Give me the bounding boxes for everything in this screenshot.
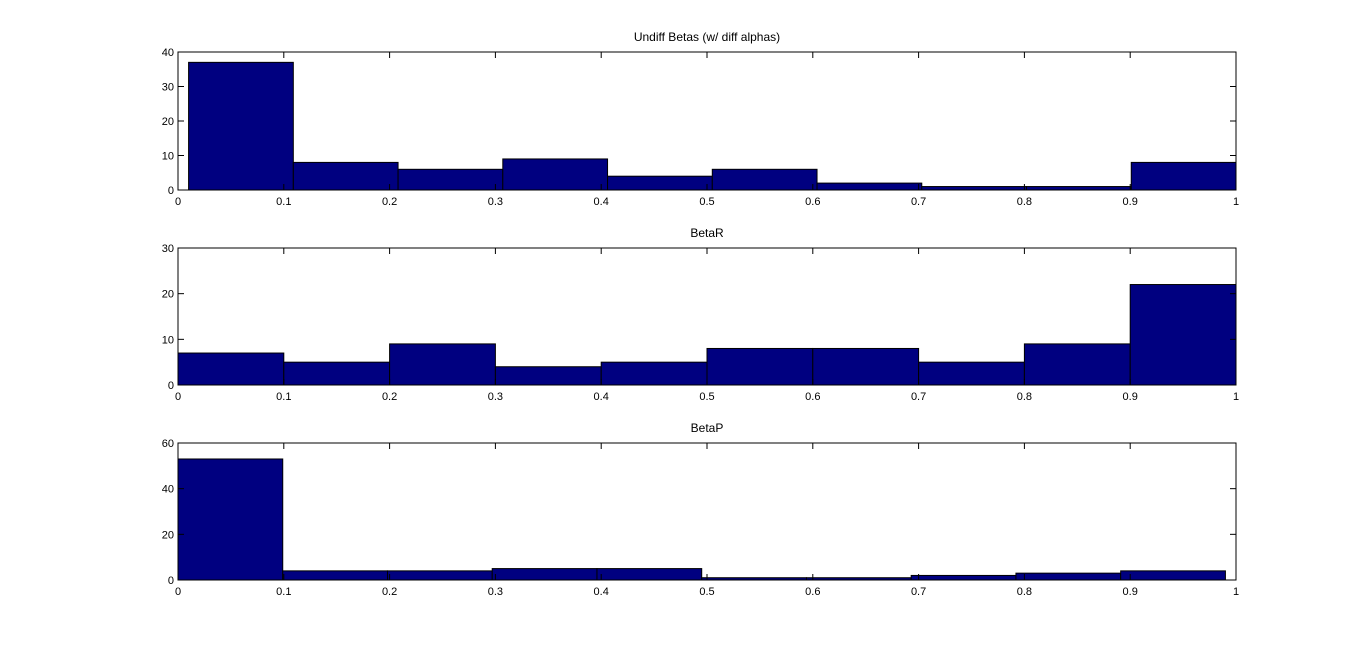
x-tick-label: 0.3 [488,586,503,598]
x-tick-label: 0.5 [699,391,714,403]
y-tick-label: 40 [162,47,174,59]
x-tick-label: 0.3 [488,391,503,403]
histogram-bar-3 [389,343,496,386]
x-tick-label: 0.3 [488,196,503,208]
subplot-betar: BetaR 0 0.1 0.2 0.3 0.4 0.5 0.6 0.7 0.8 0.9 1 0 10 2… [162,226,1239,403]
histogram-bar-3 [386,570,493,581]
histogram-bar-9 [1015,572,1122,581]
x-tick-label: 0.4 [594,391,609,403]
y-tick-label: 10 [162,151,174,163]
x-tick-label: 0.9 [1123,586,1138,598]
y-tick-label: 20 [162,289,174,301]
x-tick-label: 0.5 [699,586,714,598]
x-tick-label: 0.9 [1123,391,1138,403]
x-tick-label: 0 [175,586,181,598]
histogram-bar-7 [812,347,920,386]
x-tick-label: 0.5 [699,196,714,208]
x-tick-label: 0.6 [805,586,820,598]
x-tick-labels: 0 0.1 0.2 0.3 0.4 0.5 0.6 0.7 0.8 0.9 1 [175,196,1239,208]
x-tick-label: 0.6 [805,196,820,208]
x-tick-label: 0.4 [594,196,609,208]
y-tick-label: 20 [162,529,174,541]
x-tick-labels: 0 0.1 0.2 0.3 0.4 0.5 0.6 0.7 0.8 0.9 1 [175,391,1239,403]
bars-group [177,284,1237,386]
histogram-bar-5 [600,361,708,386]
histogram-bar-1 [177,458,284,581]
y-tick-labels: 0 10 20 30 [162,243,174,392]
bars-group [188,61,1237,191]
y-tick-labels: 0 10 20 30 40 [162,47,174,197]
histogram-bar-8 [910,574,1017,581]
y-tick-labels: 0 20 40 60 [162,438,174,587]
x-tick-label: 0.2 [382,586,397,598]
histogram-bar-2 [283,361,391,386]
y-tick-label: 0 [168,575,174,587]
histogram-bar-4 [502,158,609,191]
histogram-bar-4 [494,366,602,386]
x-tick-label: 0.8 [1017,391,1032,403]
bars-group [177,458,1226,581]
y-tick-label: 60 [162,438,174,450]
histogram-bar-5 [596,568,703,581]
x-tick-label: 0.1 [276,196,291,208]
x-tick-label: 1 [1233,196,1239,208]
subplot-title: BetaR [690,226,724,240]
x-tick-labels: 0 0.1 0.2 0.3 0.4 0.5 0.6 0.7 0.8 0.9 1 [175,586,1239,598]
histogram-bar-4 [491,568,598,581]
x-tick-label: 1 [1233,391,1239,403]
x-tick-label: 0.2 [382,391,397,403]
histogram-bar-9 [1023,343,1131,386]
histogram-bar-7 [816,182,923,191]
x-tick-label: 0.1 [276,391,291,403]
axes-frame [177,51,1237,191]
y-tick-label: 10 [162,334,174,346]
x-tick-label: 0 [175,391,181,403]
y-tick-label: 20 [162,116,174,128]
subplot-undiff-betas: Undiff Betas (w/ diff alphas) 0 0.1 0.2 0.3… [162,30,1239,208]
y-tick-label: 0 [168,185,174,197]
histogram-bar-1 [188,61,294,191]
histogram-bar-10 [1130,161,1237,191]
histogram-bar-10 [1120,570,1226,581]
y-tick-label: 0 [168,380,174,392]
y-tick-label: 40 [162,484,174,496]
x-tick-label: 0.9 [1123,196,1138,208]
y-tick-label: 30 [162,82,174,94]
x-tick-label: 0.6 [805,391,820,403]
y-tick-label: 30 [162,243,174,255]
histogram-bar-6 [706,347,814,386]
x-tick-label: 0.1 [276,586,291,598]
subplot-betap: BetaP 0 0.1 0.2 0.3 0.4 0.5 0.6 0.7 0.8 0.9 1 0 20 4… [162,421,1239,598]
histogram-bar-5 [607,175,713,191]
x-tick-label: 0.7 [911,391,926,403]
subplot-title: Undiff Betas (w/ diff alphas) [634,30,780,44]
x-tick-label: 0.4 [594,586,609,598]
histogram-bar-8 [918,361,1025,386]
x-tick-label: 0.7 [911,196,926,208]
axes-frame [177,442,1237,581]
histogram-bar-9 [1026,186,1132,191]
histogram-bar-8 [921,186,1028,191]
x-tick-label: 0 [175,196,181,208]
histogram-bar-2 [292,161,399,191]
histogram-bar-2 [282,570,388,581]
x-tick-label: 0.8 [1017,586,1032,598]
x-tick-label: 0.8 [1017,196,1032,208]
x-tick-label: 0.2 [382,196,397,208]
axes-frame [177,247,1237,386]
histogram-bar-3 [397,168,504,191]
histogram-bar-6 [711,168,818,191]
histogram-bar-10 [1129,284,1237,386]
subplot-title: BetaP [691,421,724,435]
x-tick-label: 0.7 [911,586,926,598]
x-tick-label: 1 [1233,586,1239,598]
histogram-bar-1 [177,352,285,386]
